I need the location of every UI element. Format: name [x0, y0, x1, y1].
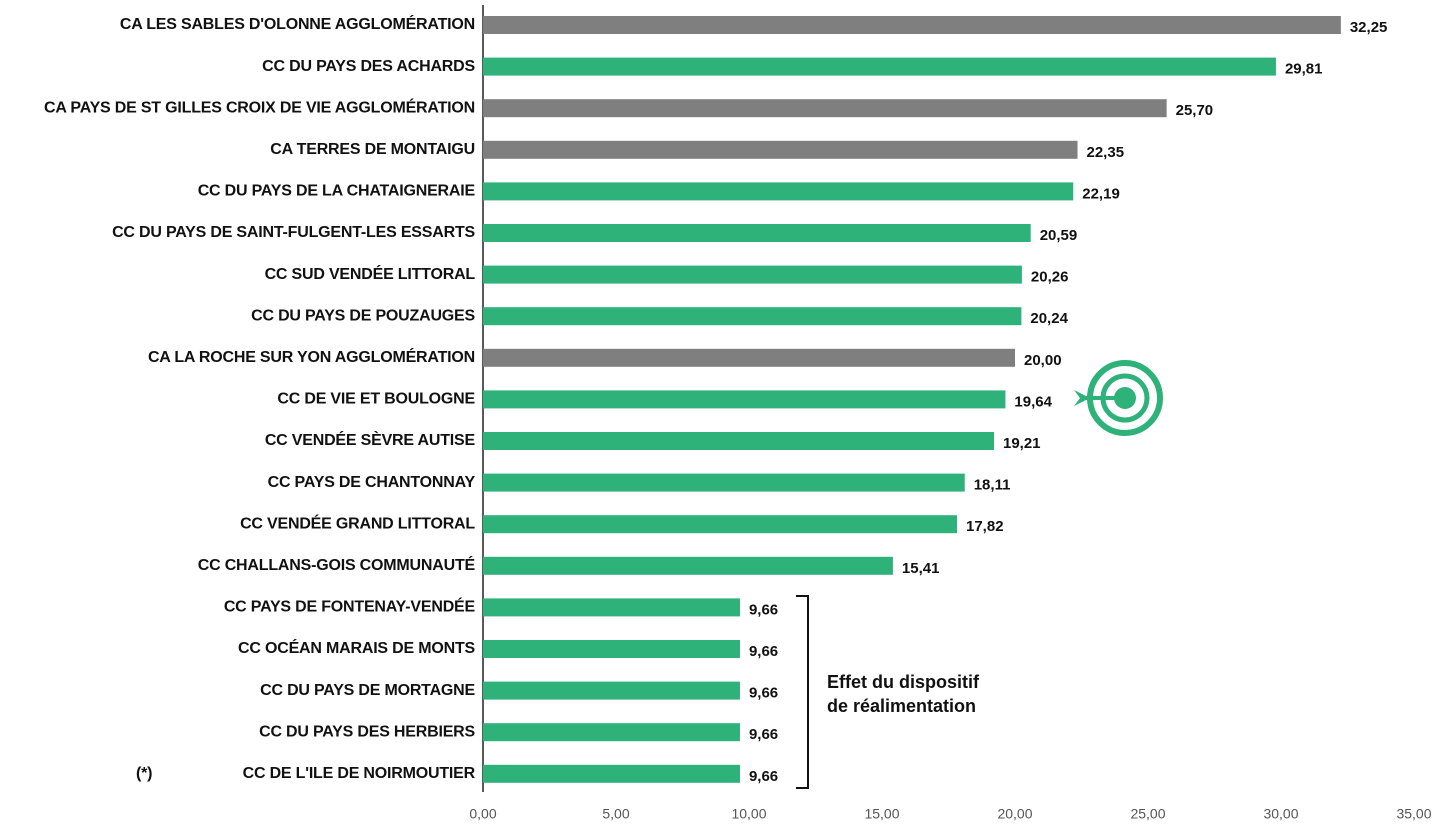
- note: (*): [136, 765, 152, 782]
- category-label: CC DU PAYS DE LA CHATAIGNERAIE: [198, 183, 476, 200]
- target-icon: [1074, 360, 1163, 436]
- bar: [483, 224, 1031, 242]
- x-tick-label: 35,00: [1396, 806, 1431, 822]
- value-label: 29,81: [1285, 61, 1323, 78]
- category-label: CC CHALLANS-GOIS COMMUNAUTÉ: [198, 555, 476, 574]
- category-label: CC DE L'ILE DE NOIRMOUTIER: [243, 765, 476, 782]
- bracket: [796, 595, 809, 789]
- value-label: 9,66: [749, 643, 778, 660]
- bar: [483, 265, 1022, 284]
- value-label: 22,35: [1087, 144, 1125, 161]
- category-label: CC VENDÉE SÈVRE AUTISE: [265, 430, 476, 449]
- category-label: CC DU PAYS DES ACHARDS: [262, 58, 475, 75]
- category-label: CC PAYS DE CHANTONNAY: [268, 474, 476, 491]
- category-label: CC DU PAYS DE SAINT-FULGENT-LES ESSARTS: [112, 224, 475, 241]
- x-tick-label: 5,00: [602, 806, 629, 822]
- value-label: 9,66: [749, 768, 778, 785]
- value-label: 17,82: [966, 518, 1004, 535]
- bar: [483, 16, 1341, 34]
- value-label: 9,66: [749, 601, 778, 618]
- value-label: 20,59: [1040, 227, 1078, 244]
- category-label: CC PAYS DE FONTENAY-VENDÉE: [224, 597, 476, 616]
- value-label: 20,26: [1031, 269, 1069, 286]
- bar: [483, 681, 740, 700]
- category-label: CC DU PAYS DE MORTAGNE: [260, 682, 475, 699]
- bar: [483, 99, 1167, 118]
- value-label: 18,11: [974, 477, 1011, 494]
- bar: [483, 473, 965, 492]
- bar: [483, 640, 740, 658]
- x-tick-label: 20,00: [997, 806, 1032, 822]
- bar: [483, 182, 1074, 201]
- x-tick-label: 10,00: [731, 806, 766, 822]
- bar: [483, 390, 1006, 409]
- category-label: CC DU PAYS DE POUZAUGES: [251, 307, 475, 324]
- category-label: CC DU PAYS DES HERBIERS: [259, 723, 475, 740]
- annotation: Effet du dispositif: [827, 672, 980, 692]
- bar: [483, 307, 1022, 326]
- bar: [483, 348, 1015, 367]
- value-label: 15,41: [902, 560, 940, 577]
- category-label: CC OCÉAN MARAIS DE MONTS: [238, 638, 476, 657]
- category-label: CA TERRES DE MONTAIGU: [270, 141, 475, 158]
- value-label: 9,66: [749, 726, 778, 743]
- x-tick-label: 30,00: [1263, 806, 1298, 822]
- category-label: CA LA ROCHE SUR YON AGGLOMÉRATION: [148, 347, 475, 366]
- value-label: 25,70: [1176, 102, 1214, 119]
- category-label: CA PAYS DE ST GILLES CROIX DE VIE AGGLOM…: [44, 97, 475, 116]
- bar: [483, 598, 740, 617]
- x-tick-label: 15,00: [864, 806, 899, 822]
- category-label: CC SUD VENDÉE LITTORAL: [265, 264, 476, 283]
- value-label: 19,21: [1003, 435, 1041, 452]
- value-label: 20,00: [1024, 352, 1062, 369]
- bar: [483, 556, 893, 575]
- annotation: de réalimentation: [827, 696, 976, 716]
- bar: [483, 432, 994, 450]
- bar: [483, 57, 1276, 76]
- x-tick-label: 25,00: [1130, 806, 1165, 822]
- bar: [483, 723, 740, 742]
- category-label: CA LES SABLES D'OLONNE AGGLOMÉRATION: [120, 14, 475, 33]
- bar: [483, 515, 958, 534]
- value-label: 20,24: [1030, 310, 1068, 327]
- category-label: CC DE VIE ET BOULOGNE: [277, 391, 475, 408]
- bar: [483, 764, 740, 783]
- bar: [483, 140, 1078, 159]
- x-tick-label: 0,00: [469, 806, 496, 822]
- value-label: 32,25: [1350, 19, 1388, 36]
- value-label: 22,19: [1082, 185, 1120, 202]
- value-label: 19,64: [1014, 393, 1052, 410]
- category-label: CC VENDÉE GRAND LITTORAL: [240, 513, 475, 532]
- value-label: 9,66: [749, 685, 778, 702]
